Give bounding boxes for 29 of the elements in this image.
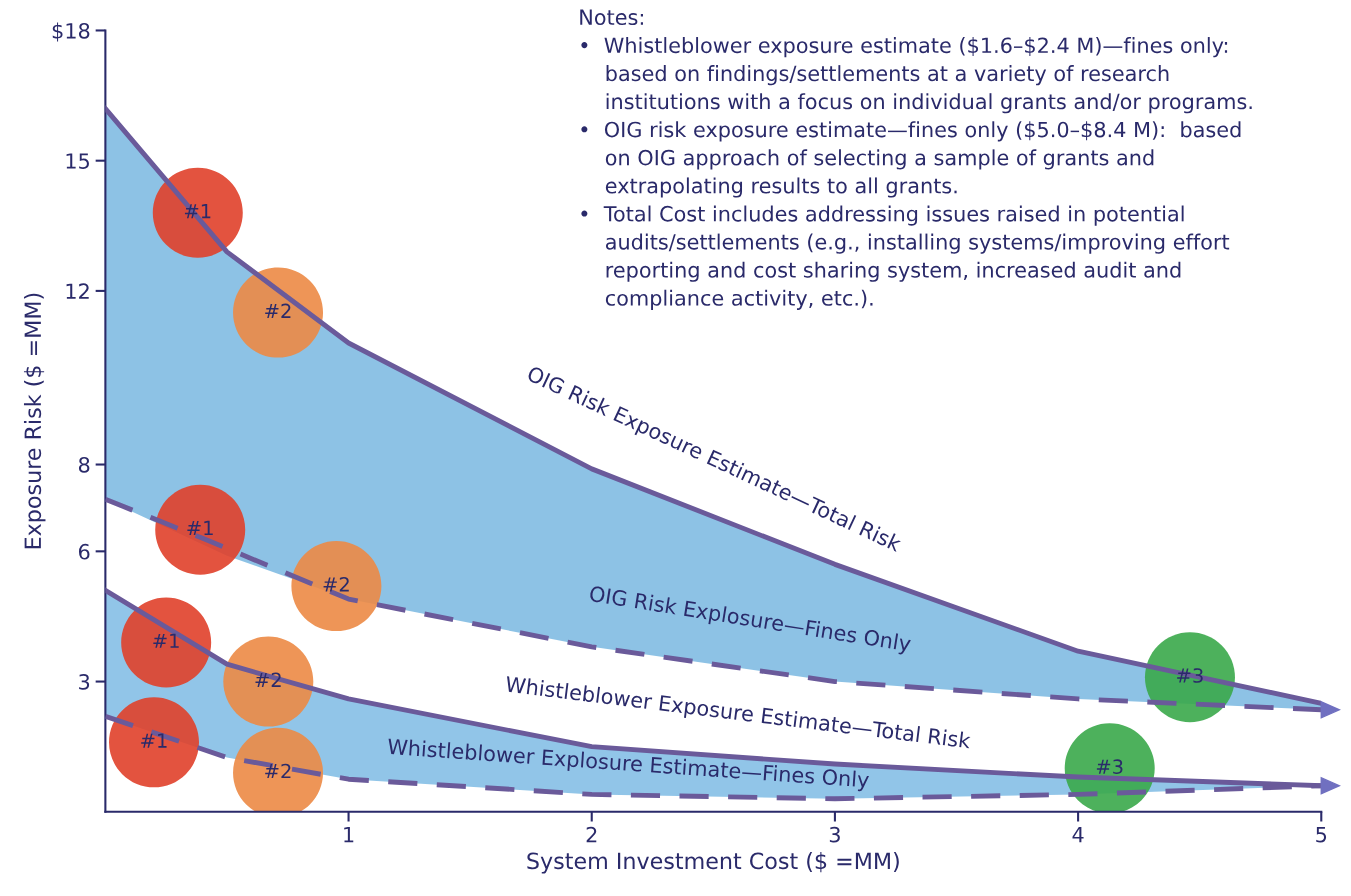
y-tick-label: 12 [66,283,89,299]
point [152,167,243,258]
y-tick-label: 6 [78,543,90,560]
point [233,267,324,358]
y-tick-label: $18 [52,22,90,42]
point [109,697,200,788]
point [291,541,382,632]
x-tick-label: 1 [344,827,354,843]
annotation: #1 [187,520,213,535]
x-tick-label: 3 [829,826,840,843]
text: Notes: • Whistleblower exposure estimate ($1.6–$2.4 M)—fines only: based on findings/settlements at a variety of research institutions with a focus on individual grants and/or programs. • OIG risk exposure estimate—fines only ($5.0–$8.4 M): based on OIG approach of selecting a sample of grants and extrapolating results to all grants. • Total Cost includes addressing issues raised in potential audits/settlements (e.g., installing systems/improving effort reporting and cost sharing system, increased audit and compliance activity, etc.). [580,9,1252,310]
y-tick-label: 3 [79,674,90,690]
x-tick-label: 5 [1316,827,1327,843]
x-axis-title: System Investment Cost ($ =MM) [527,852,899,874]
y-tick-label: 15 [66,153,89,169]
x-tick-label: 4 [1072,827,1084,843]
point [155,484,246,575]
point [223,636,314,727]
annotation: #2 [265,303,291,318]
y-axis-title: Exposure Risk ($ =MM) [23,293,46,549]
annotation: Whistleblower Explosure Estimate—Fines Only [387,738,870,792]
annotation: #3 [1096,759,1123,775]
annotation: #2 [265,763,291,779]
point [121,597,212,688]
annotation: #1 [153,633,179,648]
y-tick-label: 8 [78,456,90,473]
annotation: #2 [323,577,349,592]
annotation: #1 [141,733,167,748]
x-tick-label: 2 [586,826,597,843]
